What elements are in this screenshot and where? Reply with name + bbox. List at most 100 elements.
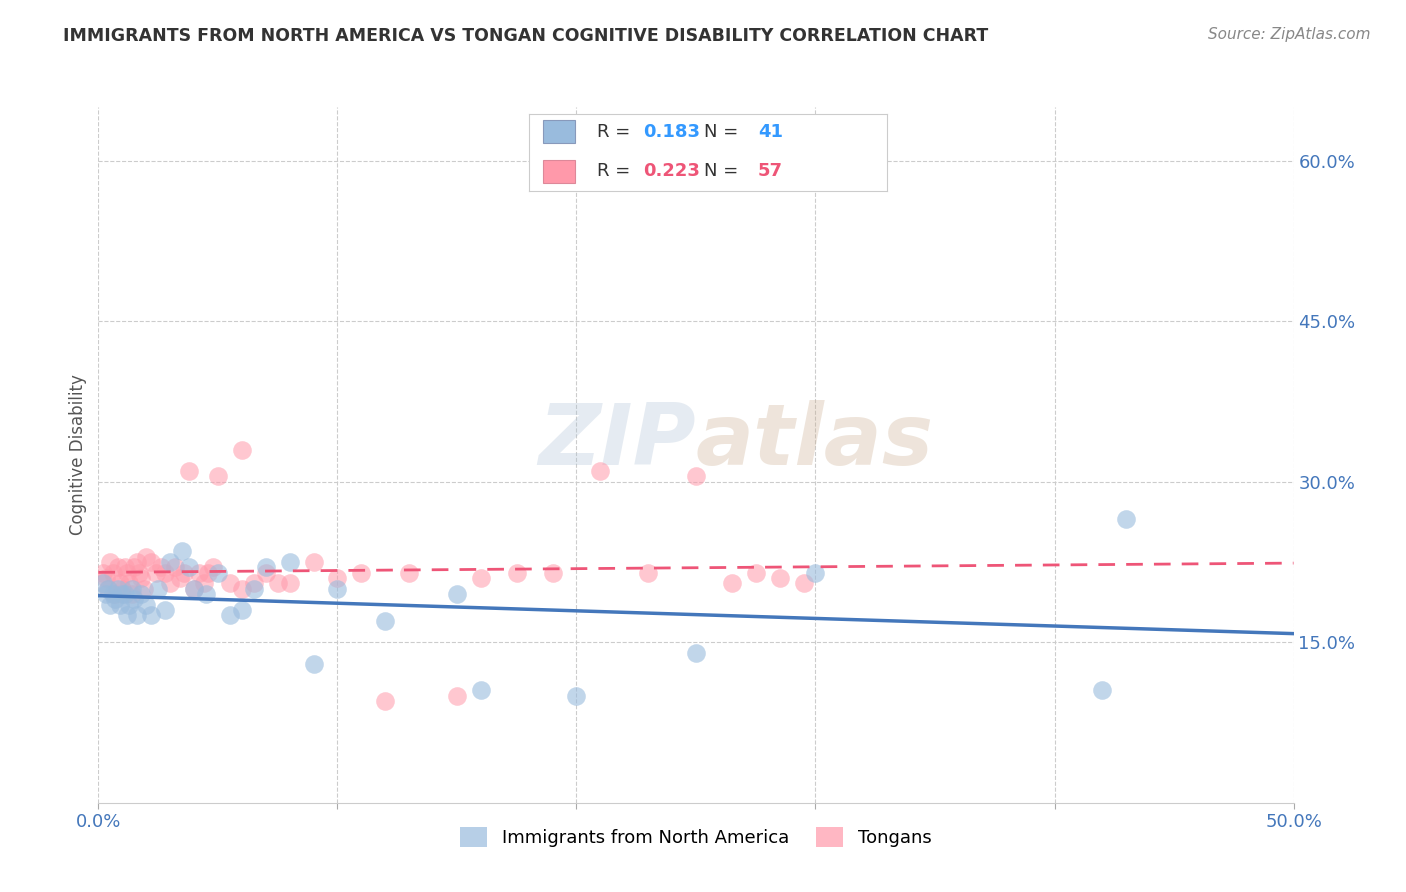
Point <box>589 464 612 478</box>
Point <box>721 576 744 591</box>
Point <box>98 598 122 612</box>
Point <box>183 582 205 596</box>
Point <box>195 587 218 601</box>
Point <box>219 576 242 591</box>
Point <box>374 614 396 628</box>
Point <box>118 598 141 612</box>
Point <box>768 571 790 585</box>
Point <box>118 576 141 591</box>
Point <box>197 566 219 580</box>
Point <box>243 582 266 596</box>
Y-axis label: Cognitive Disability: Cognitive Disability <box>69 375 87 535</box>
Point <box>302 555 325 569</box>
Point <box>155 566 177 580</box>
Point <box>231 582 253 596</box>
Point <box>159 555 181 569</box>
Point <box>97 582 120 596</box>
Point <box>302 657 325 671</box>
Point <box>254 566 277 580</box>
Point <box>139 555 162 569</box>
Point <box>114 560 136 574</box>
Point <box>506 566 529 580</box>
Point <box>101 587 124 601</box>
Point <box>114 587 136 601</box>
Point <box>124 560 146 574</box>
Point <box>231 442 253 457</box>
Point <box>124 592 146 607</box>
Point <box>565 689 588 703</box>
Point <box>131 571 153 585</box>
Point <box>243 576 266 591</box>
Point <box>278 555 301 569</box>
Point <box>326 582 349 596</box>
Point <box>145 566 167 580</box>
Point <box>173 566 195 580</box>
Point <box>207 566 229 580</box>
Point <box>115 608 138 623</box>
Legend: Immigrants from North America, Tongans: Immigrants from North America, Tongans <box>451 819 941 856</box>
Point <box>541 566 564 580</box>
Point <box>149 560 172 574</box>
Point <box>470 683 492 698</box>
Point <box>148 582 170 596</box>
Point <box>135 598 157 612</box>
Point <box>637 566 659 580</box>
Text: Source: ZipAtlas.com: Source: ZipAtlas.com <box>1208 27 1371 42</box>
Point <box>374 694 396 708</box>
Point <box>139 608 162 623</box>
Point <box>231 603 253 617</box>
Text: atlas: atlas <box>696 400 934 483</box>
Point <box>107 582 129 596</box>
Point <box>132 582 155 596</box>
Point <box>179 560 201 574</box>
Point <box>1115 512 1137 526</box>
Point <box>446 587 468 601</box>
Point <box>278 576 301 591</box>
Point <box>104 592 127 607</box>
Point <box>121 582 143 596</box>
Point <box>1091 683 1114 698</box>
Point <box>398 566 420 580</box>
Point <box>97 582 120 596</box>
Point <box>94 571 117 585</box>
Point <box>187 566 209 580</box>
Point <box>94 587 117 601</box>
Point <box>267 576 290 591</box>
Point <box>254 560 277 574</box>
Point <box>111 587 134 601</box>
Point <box>326 571 349 585</box>
Point <box>193 576 215 591</box>
Text: IMMIGRANTS FROM NORTH AMERICA VS TONGAN COGNITIVE DISABILITY CORRELATION CHART: IMMIGRANTS FROM NORTH AMERICA VS TONGAN … <box>63 27 988 45</box>
Point <box>155 603 177 617</box>
Point <box>135 549 157 564</box>
Point <box>91 576 114 591</box>
Point <box>101 566 124 580</box>
Text: ZIP: ZIP <box>538 400 696 483</box>
Point <box>183 582 205 596</box>
Point <box>793 576 815 591</box>
Point <box>169 571 191 585</box>
Point <box>172 544 194 558</box>
Point <box>685 646 707 660</box>
Point <box>446 689 468 703</box>
Point <box>179 464 201 478</box>
Point <box>163 560 186 574</box>
Point <box>111 582 134 596</box>
Point <box>91 566 114 580</box>
Point <box>125 608 148 623</box>
Point <box>159 576 181 591</box>
Point <box>115 566 138 580</box>
Point <box>121 587 143 601</box>
Point <box>804 566 827 580</box>
Point <box>125 555 148 569</box>
Point <box>108 598 131 612</box>
Point <box>219 608 242 623</box>
Point <box>107 560 129 574</box>
Point <box>207 469 229 483</box>
Point <box>350 566 373 580</box>
Point <box>98 555 122 569</box>
Point <box>104 587 127 601</box>
Point <box>745 566 768 580</box>
Point <box>202 560 225 574</box>
Point <box>108 576 131 591</box>
